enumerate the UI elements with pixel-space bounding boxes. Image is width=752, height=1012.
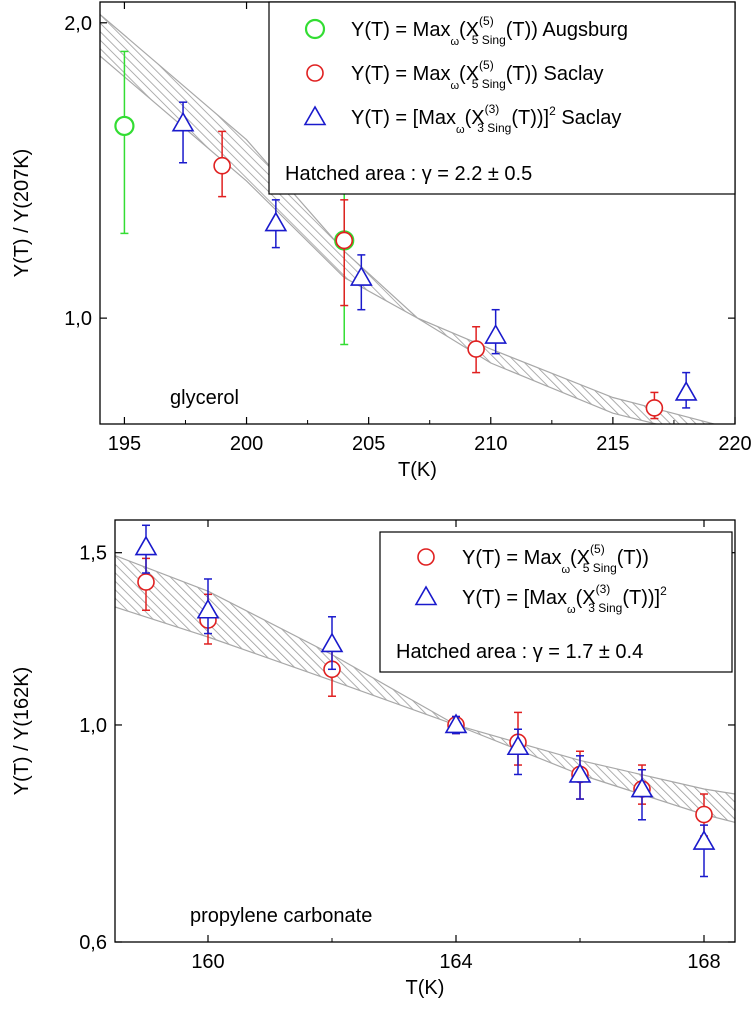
hatched-band [100,13,717,424]
y-tick-label: 1,0 [79,715,107,737]
y-tick-label: 1,0 [64,308,92,330]
x-tick-label: 160 [191,951,224,973]
y-axis-title: Y(T) / Y(207K) [11,149,33,278]
legend-box [268,1,736,195]
x-tick-label: 195 [108,433,141,455]
data-point [134,535,158,556]
x-tick-label: 210 [474,433,507,455]
legend-marker [414,585,438,606]
legend-hatched-area: Hatched area : γ = 1.7 ± 0.4 [396,641,643,663]
data-point [349,265,373,286]
data-point [630,777,654,798]
legend-marker [303,105,327,126]
data-point [444,713,468,734]
legend-entry: Y(T) = Maxω(X(5) 5 Sing(T)) Augsburg [351,14,628,48]
legend-marker [304,18,326,40]
x-tick-label: 205 [352,433,385,455]
legend-marker [417,548,435,566]
legend-marker [306,64,324,82]
data-point [171,111,195,132]
data-point [674,380,698,401]
sample-annotation: glycerol [170,387,239,409]
x-tick-label: 200 [230,433,263,455]
glycerol-panel: 195 200 205 210 215 220 1,0 2,0 T(K) Y(T) / Y(207… [11,1,752,481]
legend-hatched-area: Hatched area : γ = 2.2 ± 0.5 [285,163,532,185]
legend-entry: Y(T) = Maxω(X(5) 5 Sing(T)) Saclay [351,58,604,92]
y-tick-label: 1,5 [79,543,107,565]
data-point [196,598,220,619]
sample-annotation: propylene carbonate [190,905,372,927]
legend: Y(T) = Maxω(X(5) 5 Sing(T)) Augsburg Y(T) … [268,1,736,195]
propylene-carbonate-panel: 160 164 168 0,6 1,0 1,5 T(K) Y(T) / Y(162K) prop… [11,519,736,999]
legend-box [379,531,733,673]
x-tick-label: 168 [687,951,720,973]
data-point [484,323,508,344]
data-point [320,632,344,653]
data-point [467,340,485,358]
data-point [213,156,231,175]
data-point [645,399,664,417]
legend: Y(T) = Maxω(X(5) 5 Sing(T)) Y(T) = [Maxω(X… [379,531,733,673]
x-axis-title: T(K) [398,459,437,481]
y-tick-label: 0,6 [79,932,107,954]
y-axis-title: Y(T) / Y(162K) [11,667,33,796]
data-point [137,573,155,591]
x-axis-title: T(K) [406,977,445,999]
x-tick-label: 164 [439,951,472,973]
legend-entry: Y(T) = Maxω(X(5) 5 Sing(T)) [462,542,649,576]
data-point [568,762,592,783]
data-point [264,211,288,232]
plot-frame [114,519,736,943]
data-point [114,115,135,137]
x-tick-label: 215 [596,433,629,455]
legend-entry: Y(T) = [Maxω(X(3) 3 Sing(T))]2 [462,582,667,616]
data-point [695,805,713,824]
data-point [692,829,716,850]
data-point [335,231,354,250]
legend-entry: Y(T) = [Maxω(X(3) 3 Sing(T))]2 Saclay [351,102,621,136]
hatched-band [115,554,735,824]
x-tick-label: 220 [718,433,751,455]
data-point [506,735,530,756]
y-tick-label: 2,0 [64,13,92,35]
